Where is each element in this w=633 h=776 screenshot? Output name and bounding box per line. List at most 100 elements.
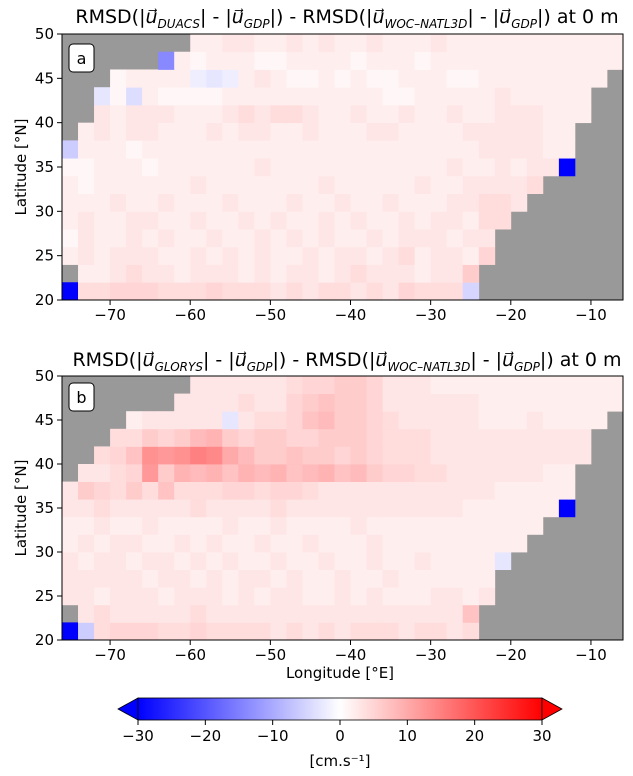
heatmap-cell [398, 499, 416, 518]
heatmap-cell [302, 481, 319, 500]
heatmap-cell [350, 604, 367, 623]
heatmap-cell [478, 499, 496, 518]
heatmap-cell [510, 376, 528, 394]
heatmap-cell [110, 104, 127, 124]
title-part: RMSD(| [75, 6, 145, 28]
heatmap-cell [110, 140, 127, 159]
heatmap-cell [398, 552, 416, 570]
heatmap-cell [382, 376, 399, 394]
heatmap-cell [302, 122, 319, 141]
heatmap-cell [542, 87, 560, 106]
heatmap-cell [590, 376, 608, 394]
heatmap-cell [478, 51, 496, 70]
heatmap-cell [526, 464, 544, 482]
heatmap-cell [414, 282, 432, 301]
heatmap-cell [318, 246, 335, 265]
heatmap-cell [270, 51, 287, 70]
heatmap-cell [302, 140, 319, 159]
heatmap-cell [302, 104, 319, 124]
heatmap-cell [142, 499, 159, 518]
heatmap-cell [574, 393, 592, 412]
heatmap-cell [318, 122, 335, 141]
heatmap-cell [286, 122, 303, 141]
panel-a: RMSD(|u⃗DUACS| - |u⃗GDP|) - RMSD(|u⃗WOC–… [12, 6, 624, 324]
heatmap-cell [414, 569, 432, 588]
heatmap-cell [462, 104, 480, 124]
heatmap-cell [110, 534, 127, 553]
heatmap-cell [126, 604, 143, 623]
heatmap-cell [510, 428, 528, 447]
heatmap-cell [270, 122, 287, 141]
heatmap-cell [302, 211, 319, 230]
heatmap-cell [78, 229, 95, 248]
heatmap-cell [446, 622, 464, 641]
heatmap-cell [286, 552, 303, 570]
heatmap-cell [62, 516, 79, 535]
title-part: | - | [203, 349, 235, 371]
heatmap-cell [190, 376, 207, 394]
heatmap-cell [238, 246, 255, 265]
heatmap-cell [270, 229, 287, 248]
heatmap-cell [222, 87, 239, 106]
heatmap-cell [62, 534, 79, 553]
heatmap-cell [158, 569, 175, 588]
heatmap-cell [286, 34, 303, 53]
heatmap-cell [542, 499, 560, 518]
heatmap-cell [446, 175, 464, 194]
heatmap-cell [238, 534, 255, 553]
heatmap-cell [462, 569, 480, 588]
heatmap-cell [350, 587, 367, 606]
heatmap-cell [382, 104, 399, 124]
heatmap-cell [286, 87, 303, 106]
heatmap-cell [462, 516, 480, 535]
heatmap-cell [222, 51, 239, 70]
heatmap-cell [446, 587, 464, 606]
heatmap-cell [94, 534, 111, 553]
heatmap-cell [238, 569, 255, 588]
heatmap-cell [254, 122, 271, 141]
heatmap-cell [462, 51, 480, 70]
heatmap-cell [62, 552, 79, 570]
heatmap-cell [350, 51, 367, 70]
heatmap-cell [62, 211, 79, 230]
heatmap-cell [446, 534, 464, 553]
title-vector: u⃗ [375, 349, 387, 371]
heatmap-cell [334, 140, 351, 159]
heatmap-cell [446, 87, 464, 106]
heatmap-cell [334, 428, 351, 447]
panel-b-map [62, 376, 624, 641]
heatmap-cell [350, 246, 367, 265]
heatmap-cell [270, 376, 287, 394]
heatmap-cell [462, 446, 480, 465]
heatmap-cell [270, 87, 287, 106]
heatmap-cell [334, 411, 351, 430]
panel-a-map [62, 34, 624, 301]
heatmap-cell [270, 464, 287, 482]
heatmap-cell [366, 140, 383, 159]
heatmap-cell [526, 69, 544, 88]
heatmap-cell [142, 428, 159, 447]
heatmap-cell [398, 175, 416, 194]
heatmap-cell [462, 87, 480, 106]
heatmap-cell [398, 393, 416, 412]
heatmap-cell [206, 122, 223, 141]
heatmap-cell [446, 51, 464, 70]
heatmap-cell [254, 534, 271, 553]
heatmap-cell [206, 552, 223, 570]
heatmap-cell [558, 376, 576, 394]
heatmap-cell [510, 175, 528, 194]
heatmap-cell [462, 211, 480, 230]
heatmap-cell [238, 446, 255, 465]
panel-b-xlabel: Longitude [°E] [286, 664, 394, 682]
heatmap-cell [190, 211, 207, 230]
heatmap-cell [222, 604, 239, 623]
heatmap-cell [110, 264, 127, 283]
heatmap-cell [94, 569, 111, 588]
heatmap-cell [494, 122, 512, 141]
heatmap-cell [350, 516, 367, 535]
heatmap-cell [478, 229, 496, 248]
heatmap-cell [190, 193, 207, 212]
heatmap-cell [414, 140, 432, 159]
heatmap-cell [206, 622, 223, 641]
x-tick-label: −50 [255, 646, 287, 664]
